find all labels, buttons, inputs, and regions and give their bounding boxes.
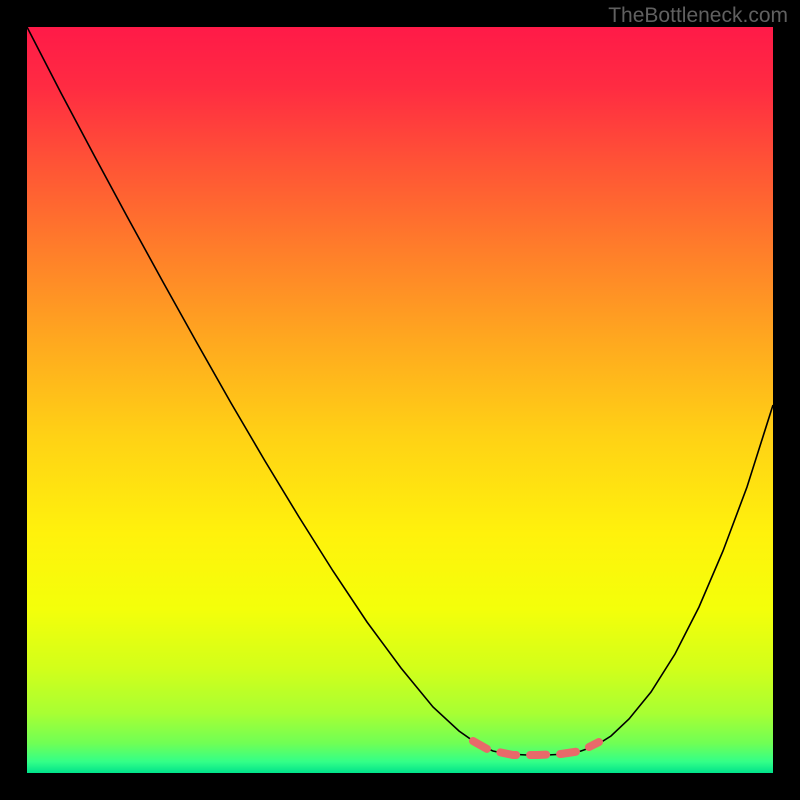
plot-area: [27, 27, 773, 773]
gradient-curve-chart: [27, 27, 773, 773]
watermark-text: TheBottleneck.com: [608, 4, 788, 28]
chart-frame: TheBottleneck.com: [0, 0, 800, 800]
gradient-background: [27, 27, 773, 773]
